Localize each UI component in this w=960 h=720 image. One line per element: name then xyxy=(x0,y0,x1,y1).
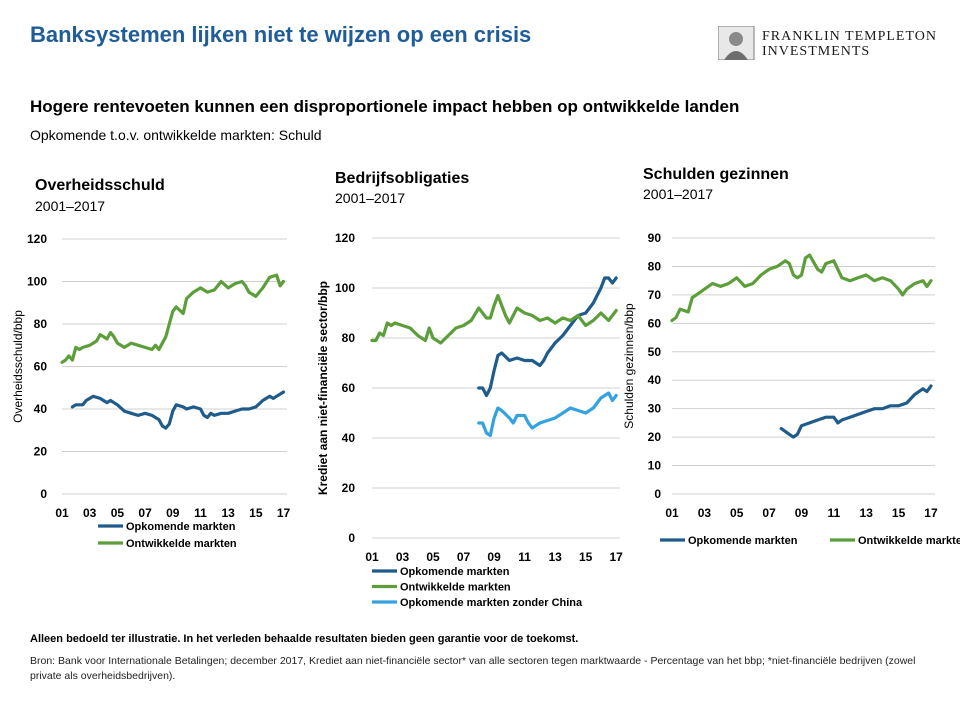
logo-text-line1: FRANKLIN TEMPLETON xyxy=(762,29,937,44)
x-tick-label: 07 xyxy=(138,506,152,520)
x-tick-label: 15 xyxy=(579,550,593,564)
legend-label: Opkomende markten zonder China xyxy=(400,597,583,609)
chart2-period: 2001–2017 xyxy=(335,190,406,206)
legend-label: Opkomende markten xyxy=(126,521,236,533)
y-tick-label: 40 xyxy=(342,431,356,445)
legend-label: Opkomende markten xyxy=(688,535,798,547)
subheadline: Opkomende t.o.v. ontwikkelde markten: Sc… xyxy=(30,127,322,143)
x-tick-label: 05 xyxy=(730,506,744,520)
legend-label: Opkomende markten xyxy=(400,566,510,578)
series-line xyxy=(70,390,286,430)
series-line xyxy=(60,273,286,364)
legend-label: Ontwikkelde markten xyxy=(400,582,511,594)
x-tick-label: 03 xyxy=(83,506,97,520)
x-tick-label: 15 xyxy=(892,506,906,520)
y-tick-label: 60 xyxy=(648,316,662,330)
x-tick-label: 09 xyxy=(795,506,809,520)
disclaimer: Alleen bedoeld ter illustratie. In het v… xyxy=(30,633,579,645)
x-tick-label: 07 xyxy=(457,550,471,564)
chart-overheidsschuld: 0 20 40 60 80 100 120 01 03 05 07 09 11 13 15 17 Overhei… xyxy=(11,232,291,550)
y-tick-label: 90 xyxy=(648,231,662,245)
legend-label: Ontwikkelde markten xyxy=(126,538,237,550)
x-tick-label: 11 xyxy=(194,506,207,520)
x-tick-label: 01 xyxy=(665,506,679,520)
y-tick-label: 20 xyxy=(34,445,48,459)
source-note: Bron: Bank voor Internationale Betalinge… xyxy=(30,655,916,682)
y-tick-label: 20 xyxy=(648,430,662,444)
y-tick-label: 20 xyxy=(342,481,356,495)
series-line xyxy=(370,293,618,345)
chart3-title: Schulden gezinnen xyxy=(643,166,789,183)
headline: Hogere rentevoeten kunnen een disproport… xyxy=(30,97,740,116)
series-line xyxy=(670,253,933,323)
chart-bedrijfsobligaties: 0 20 40 60 80 100 120 01 03 05 07 09 11 13 15 17 Krediet… xyxy=(316,231,624,609)
x-tick-label: 11 xyxy=(828,506,841,520)
franklin-templeton-logo xyxy=(718,26,755,60)
y-tick-label: 80 xyxy=(34,317,48,331)
x-tick-label: 09 xyxy=(487,550,501,564)
y-tick-label: 30 xyxy=(648,402,662,416)
x-tick-label: 17 xyxy=(610,550,624,564)
series-line xyxy=(477,276,618,398)
y-tick-label: 60 xyxy=(342,381,356,395)
y-tick-label: 0 xyxy=(40,487,47,501)
y-tick-label: 80 xyxy=(342,331,356,345)
x-tick-label: 01 xyxy=(365,550,379,564)
y-tick-label: 10 xyxy=(648,459,662,473)
logo-portrait-head xyxy=(729,32,743,46)
y-axis-label: Overheidsschuld/bbp xyxy=(11,310,25,423)
chart-schulden-gezinnen: 0 10 20 30 40 50 60 70 80 90 01 03 05 07 09 11 13 15 17 Sch… xyxy=(622,231,960,547)
logo-portrait-body xyxy=(724,51,748,60)
x-tick-label: 11 xyxy=(518,550,531,564)
y-tick-label: 100 xyxy=(335,281,355,295)
y-tick-label: 120 xyxy=(335,231,355,245)
chart1-period: 2001–2017 xyxy=(35,198,106,214)
series-line xyxy=(779,384,933,439)
legend-label: Ontwikkelde markten xyxy=(858,535,960,547)
y-tick-label: 50 xyxy=(648,345,662,359)
y-tick-label: 0 xyxy=(654,487,661,501)
y-tick-label: 100 xyxy=(27,275,47,289)
x-tick-label: 01 xyxy=(55,506,69,520)
x-tick-label: 03 xyxy=(698,506,712,520)
y-tick-label: 80 xyxy=(648,259,662,273)
series-line xyxy=(477,391,618,438)
chart3-period: 2001–2017 xyxy=(643,186,714,202)
y-axis-label: Schulden gezinnen/bbp xyxy=(622,303,636,429)
y-tick-label: 40 xyxy=(648,373,662,387)
logo-text-line2: INVESTMENTS xyxy=(762,44,871,59)
y-tick-label: 60 xyxy=(34,360,48,374)
x-tick-label: 09 xyxy=(166,506,180,520)
x-tick-label: 13 xyxy=(221,506,235,520)
x-tick-label: 13 xyxy=(860,506,874,520)
chart1-title: Overheidsschuld xyxy=(35,177,165,194)
x-tick-label: 17 xyxy=(277,506,291,520)
x-tick-label: 05 xyxy=(111,506,125,520)
x-tick-label: 17 xyxy=(924,506,938,520)
y-tick-label: 0 xyxy=(348,531,355,545)
y-tick-label: 40 xyxy=(34,402,48,416)
chart2-title: Bedrijfsobligaties xyxy=(335,170,470,187)
page-title: Banksystemen lijken niet te wijzen op ee… xyxy=(30,22,532,47)
x-tick-label: 03 xyxy=(396,550,410,564)
y-tick-label: 120 xyxy=(27,232,47,246)
y-axis-label: Krediet aan niet-financiële sector/bbp xyxy=(316,281,330,495)
x-tick-label: 07 xyxy=(762,506,776,520)
x-tick-label: 05 xyxy=(426,550,440,564)
x-tick-label: 13 xyxy=(548,550,562,564)
x-tick-label: 15 xyxy=(249,506,263,520)
y-tick-label: 70 xyxy=(648,288,662,302)
